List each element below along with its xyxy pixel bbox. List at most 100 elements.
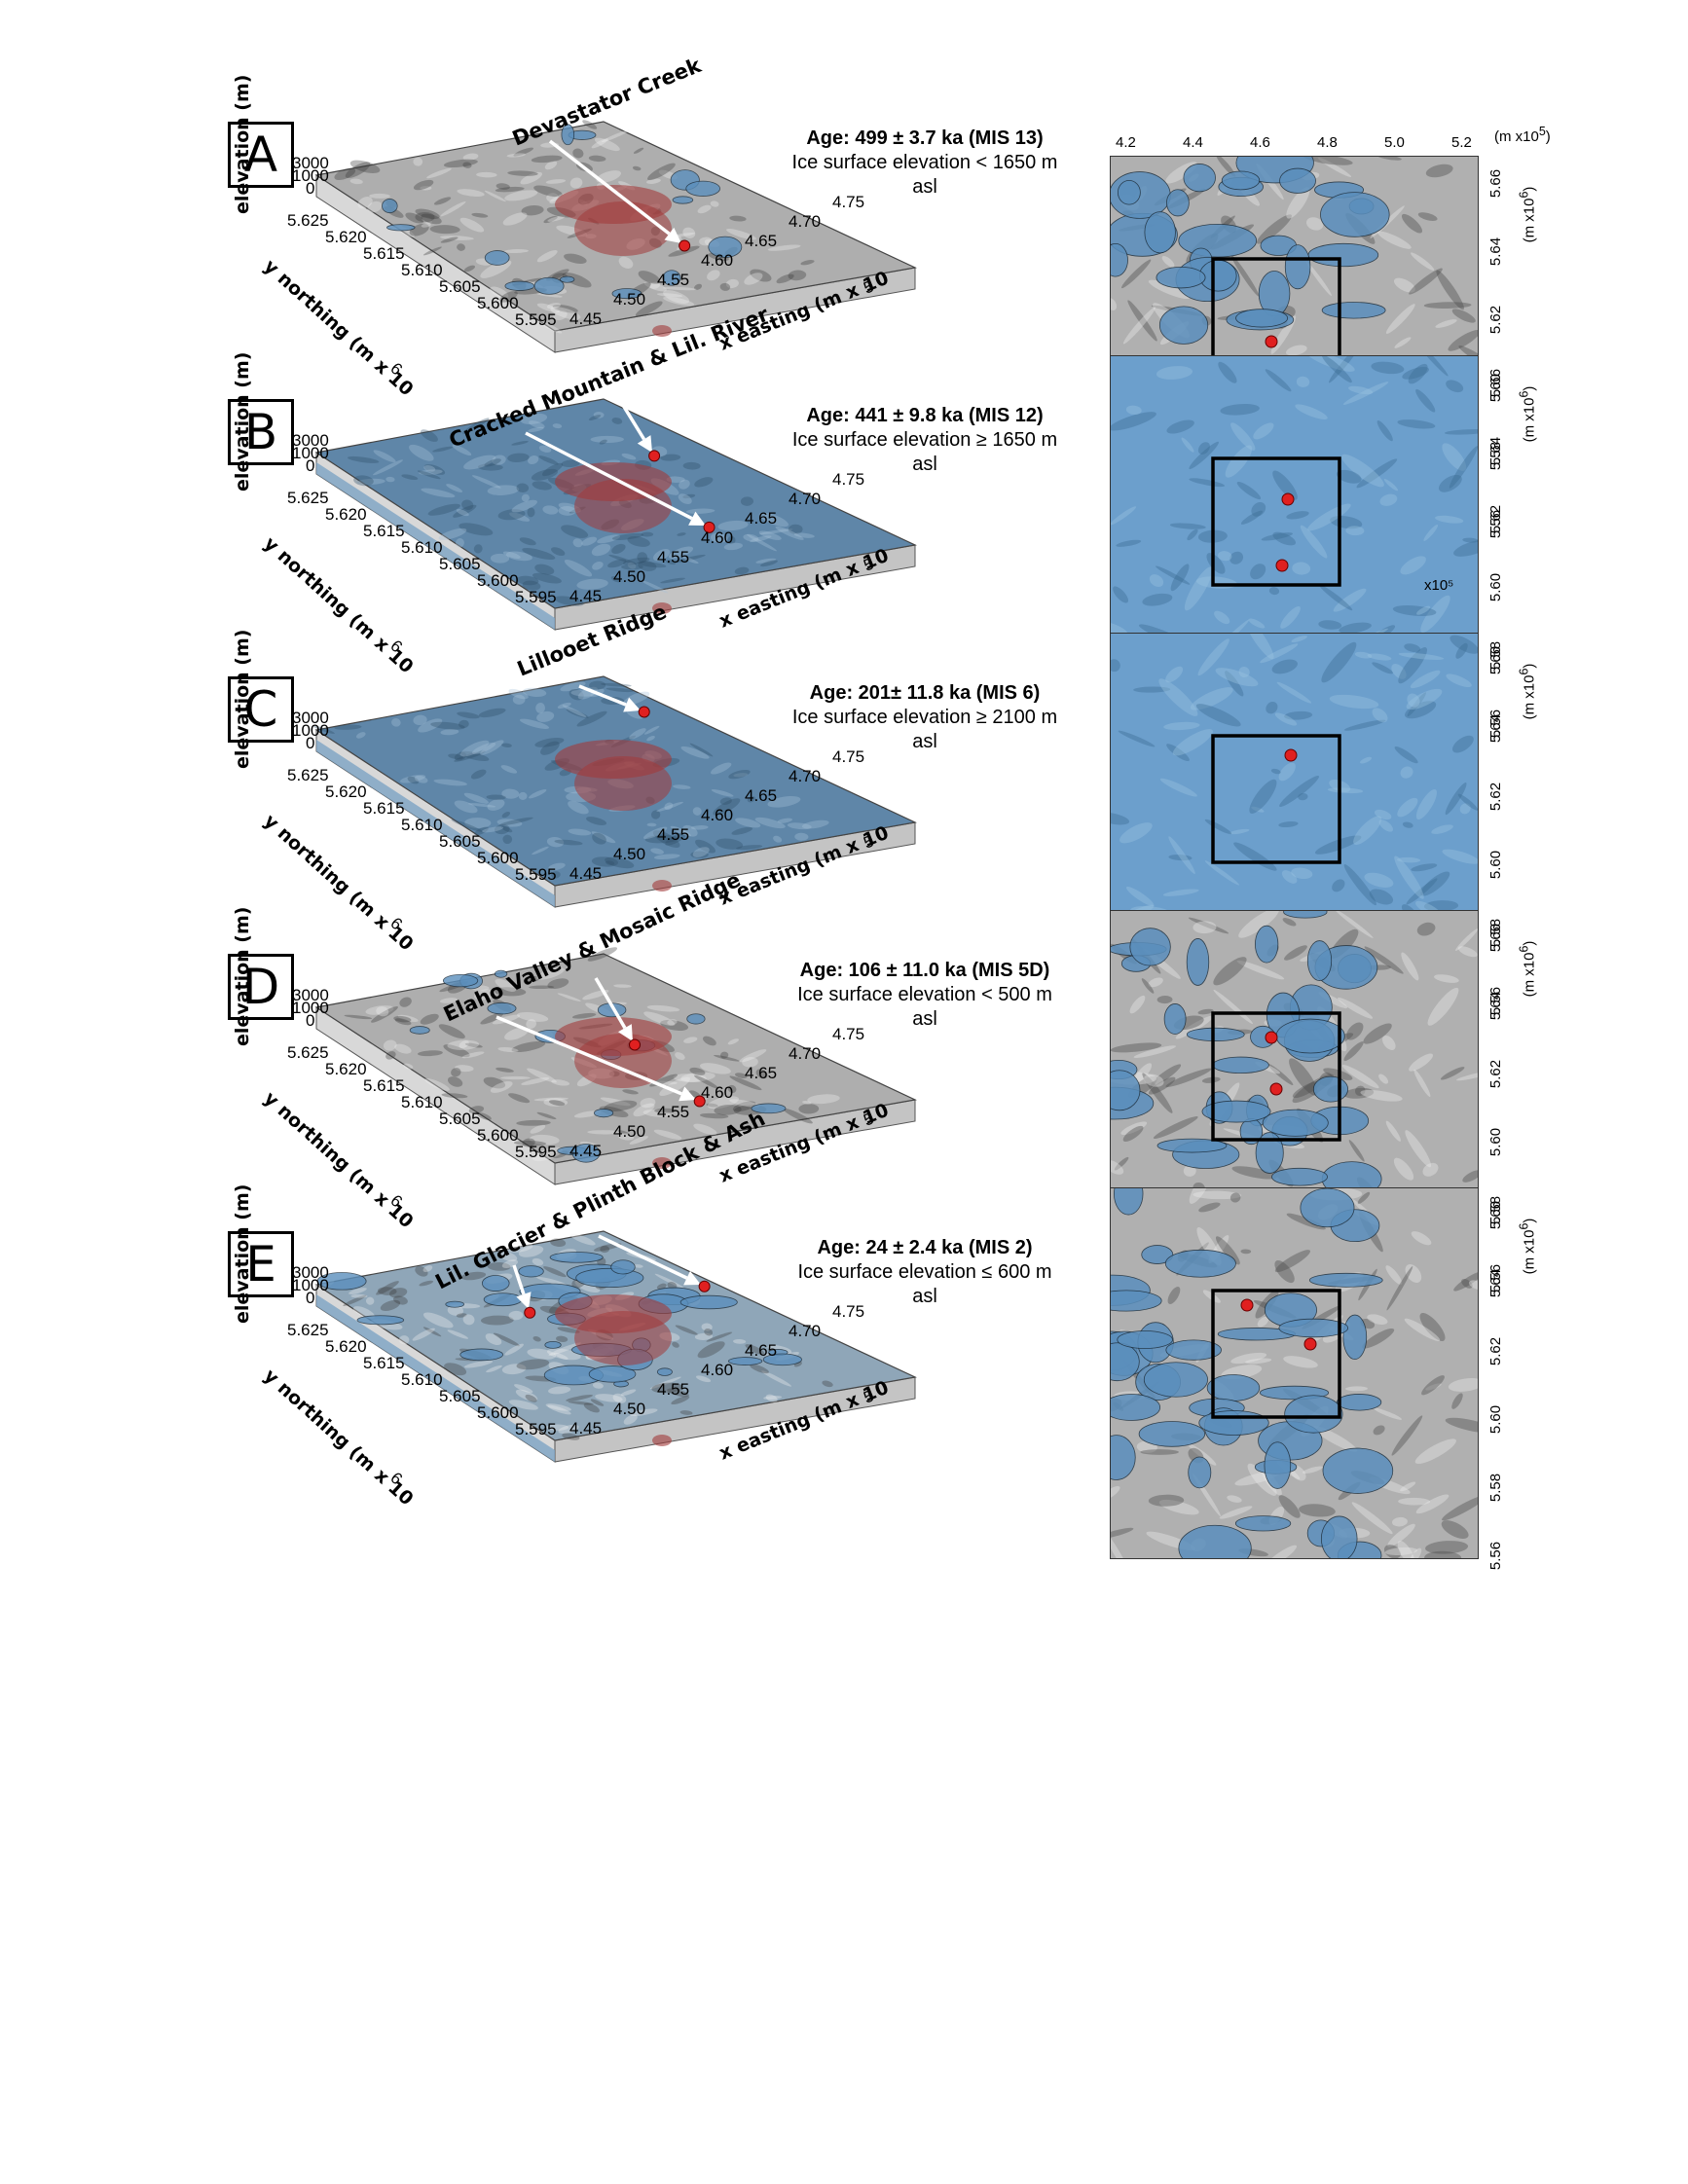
y-tick: 5.610 <box>401 538 443 557</box>
panel-caption: Age: 441 ± 9.8 ka (MIS 12) Ice surface e… <box>769 404 1081 477</box>
panel-letter: B <box>228 399 294 465</box>
map-y-tick: 5.66 <box>1487 168 1505 199</box>
y-tick: 5.605 <box>439 1387 481 1405</box>
ice-elevation-text: Ice surface elevation ≥ 2100 m <box>791 707 1058 728</box>
sample-marker <box>638 706 650 718</box>
age-text: Age: 24 ± 2.4 ka (MIS 2) <box>817 1237 1033 1258</box>
arrow <box>525 431 693 521</box>
map-y-tick: 5.66 <box>1487 368 1505 398</box>
y-tick: 5.615 <box>363 1354 405 1372</box>
y-tick: 5.605 <box>439 555 481 573</box>
x-tick: 4.65 <box>745 786 777 805</box>
x-tick: 4.55 <box>657 271 689 289</box>
map-y-tick: 5.58 <box>1487 1473 1505 1503</box>
map-y-unit-exp: 6 <box>1517 191 1531 199</box>
map-y-unit: (m x106) <box>1517 1218 1538 1275</box>
age-text: Age: 106 ± 11.0 ka (MIS 5D) <box>799 960 1050 981</box>
x-tick: 4.70 <box>789 490 821 508</box>
y-tick: 5.600 <box>477 1126 519 1145</box>
panel-letter: D <box>228 954 294 1020</box>
y-tick: 5.600 <box>477 1403 519 1422</box>
y-tick: 5.600 <box>477 849 519 867</box>
x-tick: 4.70 <box>789 767 821 785</box>
y-tick: 5.595 <box>515 1420 557 1438</box>
x-tick: 4.45 <box>569 587 602 605</box>
y-tick: 5.625 <box>287 489 329 507</box>
map-y-tick: 5.62 <box>1487 504 1505 534</box>
x-tick: 4.45 <box>569 1142 602 1160</box>
x-tick: 4.75 <box>832 193 864 211</box>
map-x-tick: 4.8 <box>1317 134 1338 151</box>
x-tick: 4.60 <box>701 1083 733 1102</box>
x-tick: 4.50 <box>613 845 645 863</box>
elevation-axis-title: elevation (m) <box>232 907 253 1046</box>
elevation-axis-title: elevation (m) <box>232 1184 253 1324</box>
x-tick: 4.55 <box>657 548 689 566</box>
y-tick: 5.610 <box>401 816 443 834</box>
sample-marker <box>703 521 716 533</box>
map-x-tick: 4.2 <box>1116 134 1136 151</box>
terrain-3d-block: Lil. Glacier & Plinth Block & Ashelevati… <box>232 1107 917 1510</box>
y-tick: 5.615 <box>363 799 405 818</box>
map-y-unit-exp: 6 <box>1517 945 1531 953</box>
x-tick: 4.65 <box>745 232 777 250</box>
map-marker <box>1269 1082 1283 1096</box>
x-tick: 4.55 <box>657 825 689 844</box>
map-y-unit-text: (m x10 <box>1521 674 1538 720</box>
age-text: Age: 441 ± 9.8 ka (MIS 12) <box>806 405 1044 426</box>
elevation-tick: 3000 <box>292 986 329 1004</box>
map-x-tick: 4.4 <box>1183 134 1203 151</box>
map-y-tick: 5.62 <box>1487 1059 1505 1089</box>
panel-caption: Age: 106 ± 11.0 ka (MIS 5D) Ice surface … <box>769 959 1081 1032</box>
x-tick: 4.50 <box>613 1400 645 1418</box>
y-tick: 5.620 <box>325 783 367 801</box>
arrow <box>598 1234 688 1280</box>
x-tick: 4.75 <box>832 747 864 766</box>
x-tick: 4.50 <box>613 1122 645 1141</box>
map-y-tick: 5.64 <box>1487 237 1505 267</box>
y-tick: 5.625 <box>287 1043 329 1062</box>
map-marker <box>1240 1298 1254 1312</box>
map-marker <box>1281 492 1295 506</box>
x-tick: 4.75 <box>832 1302 864 1321</box>
y-tick: 5.595 <box>515 1143 557 1161</box>
y-tick: 5.615 <box>363 1076 405 1095</box>
map-y-tick: 5.60 <box>1487 1127 1505 1157</box>
map-x-tick: 5.2 <box>1451 134 1472 151</box>
y-tick: 5.610 <box>401 1093 443 1111</box>
panel-e: E Age: 24 ± 2.4 ka (MIS 2) Ice surface el… <box>0 1107 1688 1570</box>
elevation-tick: 0 <box>306 734 314 752</box>
panel-caption: Age: 499 ± 3.7 ka (MIS 13) Ice surface e… <box>769 127 1081 200</box>
x-tick: 4.70 <box>789 212 821 231</box>
map-y-tick: 5.60 <box>1487 850 1505 880</box>
y-tick: 5.615 <box>363 522 405 540</box>
panel-caption: Age: 24 ± 2.4 ka (MIS 2) Ice surface ele… <box>769 1236 1081 1309</box>
map-y-tick: 5.60 <box>1487 572 1505 602</box>
map-x-unit-exp: 5 <box>1538 125 1546 138</box>
map-y-unit-text: (m x10 <box>1521 198 1538 243</box>
ice-elevation-text: Ice surface elevation ≥ 1650 m <box>791 429 1058 451</box>
x-tick: 4.45 <box>569 309 602 328</box>
y-tick: 5.605 <box>439 277 481 296</box>
y-tick: 5.600 <box>477 571 519 590</box>
x-tick: 4.45 <box>569 864 602 883</box>
map-marker <box>1265 1031 1278 1044</box>
elevation-axis-title: elevation (m) <box>232 630 253 769</box>
map-y-tick: 5.64 <box>1487 991 1505 1021</box>
age-text: Age: 499 ± 3.7 ka (MIS 13) <box>806 127 1044 149</box>
elevation-tick: 0 <box>306 456 314 475</box>
x-tick: 4.50 <box>613 290 645 309</box>
map-y-unit-exp: 6 <box>1517 390 1531 398</box>
x-tick: 4.60 <box>701 1361 733 1379</box>
map-y-tick: 5.56 <box>1487 1541 1505 1571</box>
x-tick: 4.65 <box>745 1064 777 1082</box>
map-y-tick: 5.62 <box>1487 1336 1505 1366</box>
age-text: Age: 201± 11.8 ka (MIS 6) <box>809 682 1041 704</box>
sample-marker <box>693 1095 706 1108</box>
ice-elevation-text: Ice surface elevation ≤ 600 m <box>797 1261 1052 1283</box>
study-area-box <box>1211 456 1341 587</box>
elevation-tick: 3000 <box>292 154 329 172</box>
y-tick: 5.610 <box>401 1370 443 1389</box>
